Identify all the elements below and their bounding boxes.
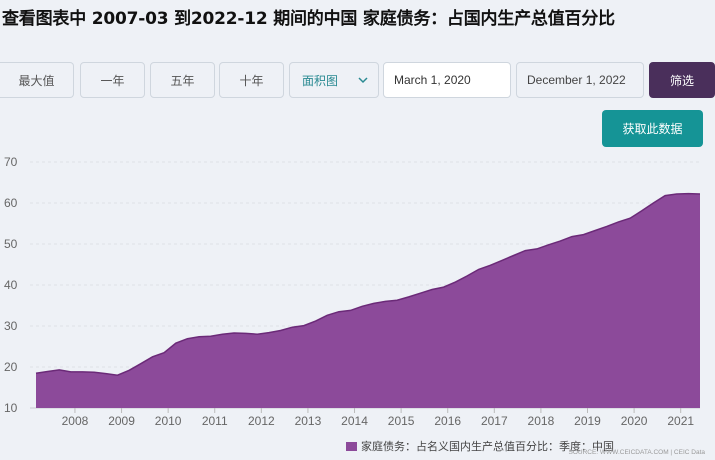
y-tick-label: 10 <box>4 401 18 415</box>
legend-label: 家庭债务：占名义国内生产总值百分比：季度：中国 <box>361 441 614 453</box>
x-tick-label: 2009 <box>108 414 135 428</box>
chart-type-label: 面积图 <box>302 73 339 88</box>
x-tick-label: 2012 <box>248 414 275 428</box>
y-tick-label: 60 <box>4 196 18 210</box>
source-credit: SOURCE: WWW.CEICDATA.COM | CEIC Data <box>568 449 705 456</box>
x-tick-label: 2011 <box>202 414 228 428</box>
y-tick-label: 50 <box>4 237 18 251</box>
x-tick-label: 2021 <box>667 414 694 428</box>
y-tick-label: 20 <box>4 360 18 374</box>
end-date-input[interactable]: December 1, 2022 <box>516 62 644 98</box>
y-tick-label: 70 <box>4 155 18 169</box>
x-tick-label: 2017 <box>481 414 508 428</box>
filter-button[interactable]: 筛选 <box>649 62 715 98</box>
chevron-down-icon <box>358 77 368 84</box>
fetch-data-button[interactable]: 获取此数据 <box>602 110 703 147</box>
chart-type-select[interactable]: 面积图 <box>289 62 379 98</box>
one-year-button[interactable]: 一年 <box>80 62 145 98</box>
x-tick-label: 2010 <box>155 414 182 428</box>
x-tick-label: 2016 <box>434 414 461 428</box>
ten-year-button[interactable]: 十年 <box>219 62 284 98</box>
x-tick-label: 2015 <box>388 414 415 428</box>
x-tick-label: 2018 <box>528 414 555 428</box>
five-year-button[interactable]: 五年 <box>150 62 215 98</box>
max-range-button[interactable]: 最大值 <box>0 62 74 98</box>
x-tick-label: 2019 <box>574 414 601 428</box>
series-line-household-debt <box>35 192 701 376</box>
y-tick-label: 40 <box>4 278 18 292</box>
page-title: 查看图表中 2007-03 到2022-12 期间的中国 家庭债务：占国内生产总… <box>2 9 615 29</box>
legend-swatch <box>346 441 357 451</box>
y-tick-label: 30 <box>4 319 18 333</box>
chart-legend: 家庭债务：占名义国内生产总值百分比：季度：中国 <box>346 438 614 454</box>
x-tick-label: 2014 <box>341 414 368 428</box>
area-chart: 10 20 30 40 50 60 70 2008 2009 2010 2011 2012 2013 2… <box>4 155 701 428</box>
x-tick-label: 2008 <box>62 414 89 428</box>
x-tick-label: 2020 <box>621 414 648 428</box>
start-date-input[interactable]: March 1, 2020 <box>383 62 511 98</box>
x-tick-label: 2013 <box>295 414 322 428</box>
area-series-household-debt <box>36 193 700 408</box>
